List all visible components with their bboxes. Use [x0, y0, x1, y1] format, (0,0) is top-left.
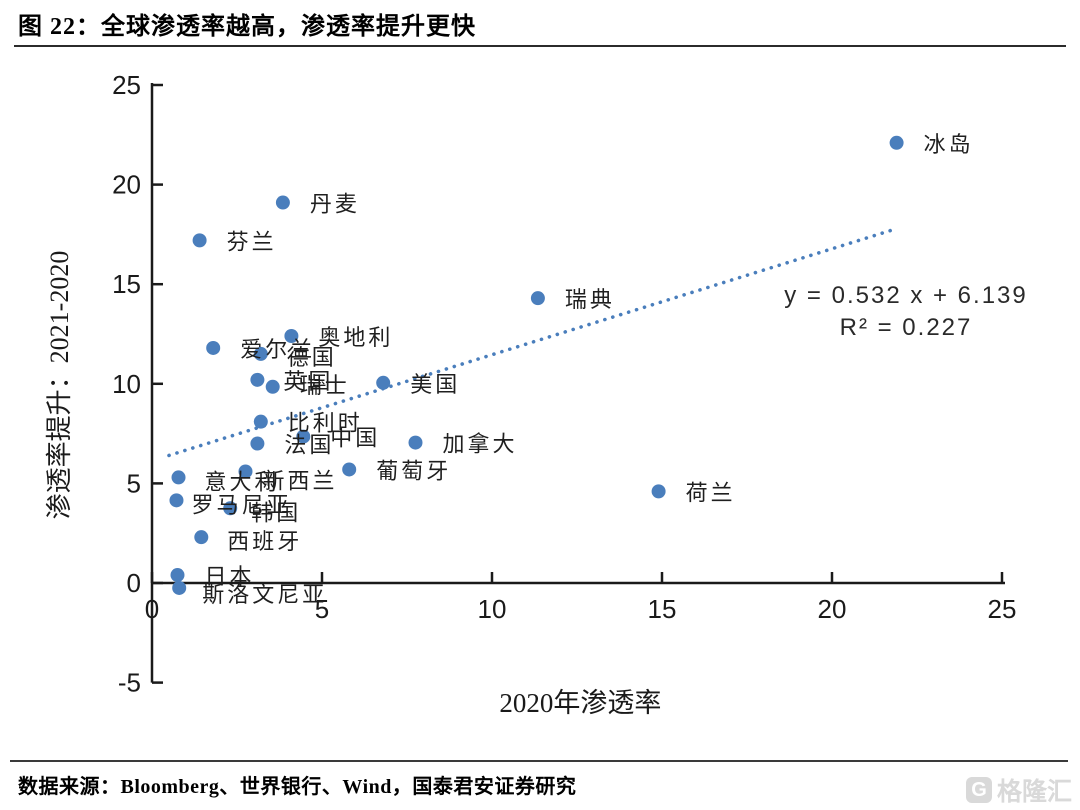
point-爱尔兰 [206, 340, 221, 355]
point-label-加拿大: 加拿大 [443, 432, 518, 457]
point-中国 [296, 429, 311, 444]
y-tick-label: 5 [127, 468, 141, 498]
y-tick-label: 0 [127, 568, 141, 598]
point-葡萄牙 [342, 462, 357, 477]
point-芬兰 [192, 233, 207, 248]
point-label-日本: 日本 [205, 564, 255, 589]
y-tick-label: 15 [112, 269, 141, 299]
point-label-瑞士: 瑞士 [300, 373, 350, 398]
data-source: 数据来源：Bloomberg、世界银行、Wind，国泰君安证券研究 [18, 776, 577, 798]
point-德国 [253, 346, 268, 361]
point-label-奥地利: 奥地利 [318, 325, 393, 350]
point-label-德国: 德国 [287, 345, 337, 370]
point-冰岛 [889, 135, 904, 150]
point-label-丹麦: 丹麦 [310, 192, 360, 217]
x-tick-label: 0 [145, 594, 159, 624]
point-日本 [170, 568, 185, 583]
axes [150, 83, 1005, 684]
point-奥地利 [284, 328, 299, 343]
point-加拿大 [408, 435, 423, 450]
point-label-中国: 中国 [330, 426, 380, 451]
x-tick-label: 20 [818, 594, 847, 624]
point-瑞典 [530, 291, 545, 306]
point-label-斯洛文尼亚: 斯洛文尼亚 [202, 582, 327, 607]
point-label-罗马尼亚: 罗马尼亚 [191, 492, 291, 517]
point-意大利 [171, 470, 186, 485]
point-韩国 [223, 501, 238, 516]
point-荷兰 [651, 484, 666, 499]
y-tick-label: -5 [118, 668, 141, 698]
gelonghui-logo: G 格隆汇 [965, 772, 1072, 808]
point-新西兰 [238, 464, 253, 479]
y-tick-label: 20 [112, 170, 141, 200]
gelonghui-logo-text: 格隆汇 [996, 778, 1072, 806]
point-label-荷兰: 荷兰 [686, 480, 736, 505]
point-label-新西兰: 新西兰 [263, 468, 338, 493]
point-西班牙 [194, 530, 209, 545]
point-英国 [250, 372, 265, 387]
r-squared-text: R² = 0.227 [840, 314, 973, 341]
x-tick-label: 10 [478, 594, 507, 624]
point-label-意大利: 意大利 [205, 469, 280, 494]
point-label-爱尔兰: 爱尔兰 [240, 337, 315, 362]
scatter-chart: -5 0 5 10 15 20 25 0 5 10 15 20 25 2020年渗透率 渗透率提升：2021… [45, 70, 1028, 718]
gelonghui-icon: G [965, 777, 992, 803]
point-label-英国: 英国 [283, 369, 333, 394]
point-label-美国: 美国 [410, 372, 460, 397]
tick-labels: -5 0 5 10 15 20 25 0 5 10 15 20 25 [112, 70, 1016, 698]
x-tick-label: 15 [648, 594, 677, 624]
y-tick-label: 10 [112, 369, 141, 399]
x-tick-label: 25 [988, 594, 1017, 624]
y-axis-title: 渗透率提升：2021-2020 [45, 251, 74, 520]
point-比利时 [253, 414, 268, 429]
footer-divider [10, 760, 1068, 762]
point-法国 [250, 436, 265, 451]
x-tick-label: 5 [315, 594, 329, 624]
point-label-比利时: 比利时 [288, 411, 363, 436]
point-label-法国: 法国 [284, 433, 334, 458]
point-label-瑞典: 瑞典 [565, 287, 615, 312]
data-points [169, 135, 904, 595]
point-label-韩国: 韩国 [251, 500, 301, 525]
point-丹麦 [275, 195, 290, 210]
figure-title: 图 22：全球渗透率越高，渗透率提升更快 [18, 14, 476, 40]
point-罗马尼亚 [169, 493, 184, 508]
point-label-冰岛: 冰岛 [924, 132, 974, 157]
equation-text: y = 0.532 x + 6.139 [784, 282, 1028, 309]
title-divider [14, 45, 1066, 47]
trend-line [167, 226, 899, 458]
point-美国 [376, 375, 391, 390]
x-axis-title: 2020年渗透率 [499, 688, 661, 718]
point-瑞士 [265, 379, 280, 394]
point-斯洛文尼亚 [172, 580, 187, 595]
y-tick-label: 25 [112, 70, 141, 100]
point-label-葡萄牙: 葡萄牙 [376, 458, 451, 483]
trend-equation: y = 0.532 x + 6.139 R² = 0.227 [784, 282, 1028, 341]
point-label-芬兰: 芬兰 [227, 229, 277, 254]
point-label-西班牙: 西班牙 [227, 529, 302, 554]
